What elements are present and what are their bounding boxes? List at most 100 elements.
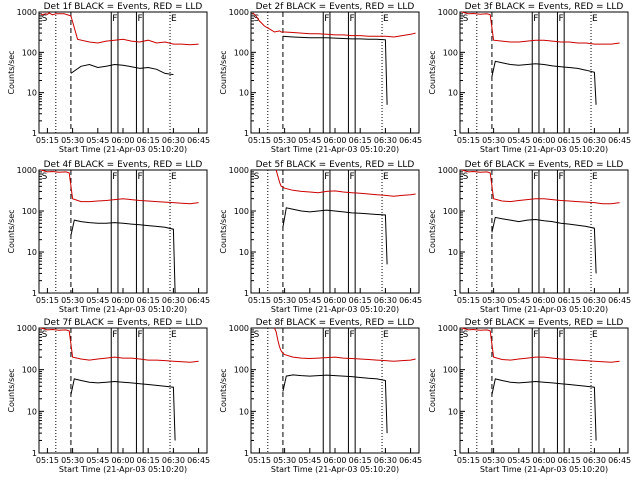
x-tick-label: 06:15 — [349, 456, 372, 465]
y-axis-label: Counts/sec — [428, 368, 437, 412]
series-line-lld — [461, 327, 620, 363]
x-tick-label: 06:15 — [137, 136, 160, 145]
plot-frame — [38, 327, 208, 454]
x-tick-label: 05:45 — [298, 296, 321, 305]
x-tick-label: 06:15 — [558, 296, 581, 305]
x-tick-label: 05:30 — [61, 296, 84, 305]
series-line-events — [70, 378, 176, 441]
plot-frame — [38, 11, 208, 134]
chart-panel-8: Det 8f BLACK = Events, RED = LLD 1 10 100 10… — [219, 318, 422, 474]
plot-frame — [38, 169, 208, 294]
x-tick-label: 05:45 — [507, 136, 530, 145]
series-line-lld — [461, 169, 620, 205]
event-marker-F: F — [349, 330, 354, 340]
event-marker-S: S — [463, 330, 469, 340]
chart-title: Det 6f BLACK = Events, RED = LLD — [465, 160, 624, 170]
y-tick-label: 100 — [443, 207, 458, 216]
y-tick-label: 1000 — [438, 166, 458, 175]
x-tick-label: 05:30 — [273, 296, 296, 305]
event-marker-E: E — [171, 14, 177, 24]
x-tick-label: 06:00 — [111, 136, 134, 145]
x-tick-label: 05:30 — [482, 136, 505, 145]
event-marker-E: E — [592, 14, 598, 24]
chart-title: Det 4f BLACK = Events, RED = LLD — [44, 160, 203, 170]
x-axis-label: Start Time (21-Apr-03 05:10:20) — [480, 145, 608, 154]
event-marker-F: F — [558, 14, 563, 24]
y-tick-label: 10 — [27, 248, 37, 257]
event-marker-F: F — [112, 172, 117, 182]
x-tick-label: 05:45 — [298, 136, 321, 145]
x-tick-label: 05:45 — [86, 136, 109, 145]
y-tick-label: 1 — [32, 449, 37, 458]
chart-panel-9: Det 9f BLACK = Events, RED = LLD 1 10 100 10… — [428, 318, 631, 474]
x-tick-label: 06:15 — [349, 136, 372, 145]
y-tick-label: 1 — [32, 289, 37, 298]
plot-frame — [250, 169, 420, 294]
x-axis-label: Start Time (21-Apr-03 05:10:20) — [271, 305, 399, 314]
event-marker-F: F — [533, 14, 538, 24]
x-tick-label: 06:00 — [111, 296, 134, 305]
chart-title: Det 8f BLACK = Events, RED = LLD — [256, 318, 415, 328]
plot-frame — [250, 327, 420, 454]
y-axis-label: Counts/sec — [219, 368, 228, 412]
event-marker-S: S — [463, 172, 469, 182]
y-axis-label: Counts/sec — [428, 50, 437, 94]
x-tick-label: 06:00 — [323, 456, 346, 465]
x-tick-label: 05:30 — [61, 136, 84, 145]
x-tick-label: 06:30 — [162, 296, 185, 305]
plot-frame — [459, 11, 629, 134]
y-tick-label: 10 — [27, 407, 37, 416]
y-axis-label: Counts/sec — [428, 209, 437, 253]
chart-panel-7: Det 7f BLACK = Events, RED = LLD 1 10 100 10… — [7, 318, 210, 474]
y-tick-label: 1000 — [17, 166, 37, 175]
event-marker-E: E — [171, 330, 177, 340]
y-tick-label: 1000 — [229, 166, 249, 175]
event-marker-F: F — [137, 172, 142, 182]
event-marker-S: S — [463, 14, 469, 24]
y-tick-label: 100 — [22, 366, 37, 375]
y-tick-label: 10 — [27, 89, 37, 98]
y-tick-label: 1 — [453, 289, 458, 298]
x-tick-label: 05:15 — [457, 136, 480, 145]
event-marker-E: E — [592, 330, 598, 340]
series-line-lld — [40, 12, 199, 46]
event-marker-F: F — [324, 14, 329, 24]
x-tick-label: 06:45 — [608, 296, 631, 305]
x-tick-label: 05:15 — [36, 456, 59, 465]
x-tick-label: 06:00 — [532, 456, 555, 465]
series-line-events — [491, 60, 597, 105]
y-tick-label: 1 — [244, 449, 249, 458]
series-line-events — [491, 216, 597, 274]
event-marker-F: F — [349, 172, 354, 182]
y-tick-label: 1 — [32, 129, 37, 138]
event-marker-F: F — [533, 172, 538, 182]
y-tick-label: 10 — [239, 248, 249, 257]
x-tick-label: 05:15 — [36, 136, 59, 145]
y-tick-label: 10 — [239, 407, 249, 416]
chart-panel-4: Det 4f BLACK = Events, RED = LLD 1 10 100 10… — [7, 160, 210, 314]
event-marker-E: E — [383, 330, 389, 340]
y-tick-label: 100 — [22, 207, 37, 216]
x-axis-label: Start Time (21-Apr-03 05:10:20) — [271, 145, 399, 154]
y-axis-label: Counts/sec — [7, 368, 16, 412]
event-marker-E: E — [171, 172, 177, 182]
x-tick-label: 05:45 — [507, 456, 530, 465]
event-marker-S: S — [42, 172, 48, 182]
series-line-events — [282, 207, 388, 265]
x-tick-label: 06:30 — [374, 456, 397, 465]
event-marker-F: F — [112, 14, 117, 24]
event-marker-S: S — [254, 330, 260, 340]
x-tick-label: 06:45 — [399, 296, 422, 305]
series-line-lld — [461, 11, 620, 45]
y-tick-label: 100 — [234, 366, 249, 375]
x-tick-label: 06:00 — [323, 136, 346, 145]
event-marker-F: F — [349, 14, 354, 24]
y-tick-label: 10 — [239, 89, 249, 98]
x-tick-label: 06:15 — [558, 456, 581, 465]
series-line-events — [70, 63, 174, 76]
x-tick-label: 06:00 — [532, 296, 555, 305]
x-tick-label: 05:30 — [482, 456, 505, 465]
event-marker-F: F — [137, 330, 142, 340]
y-axis-label: Counts/sec — [219, 209, 228, 253]
event-marker-F: F — [533, 330, 538, 340]
